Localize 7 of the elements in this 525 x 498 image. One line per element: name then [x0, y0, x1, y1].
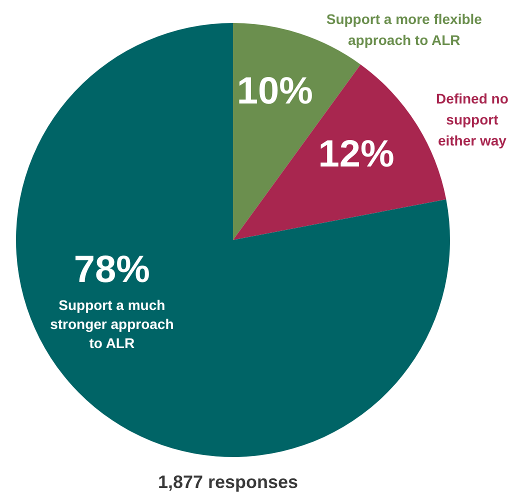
slice-label: Support a more flexible approach to ALR	[326, 11, 482, 48]
slice-label: Support a much stronger approach to ALR	[50, 296, 174, 351]
data-label: 12%	[318, 134, 394, 176]
text: 1,877 responses	[158, 472, 298, 492]
data-label: 78%	[74, 248, 150, 291]
data-label: 10%	[236, 70, 313, 113]
slice-label: Defined no support either way	[436, 90, 508, 149]
